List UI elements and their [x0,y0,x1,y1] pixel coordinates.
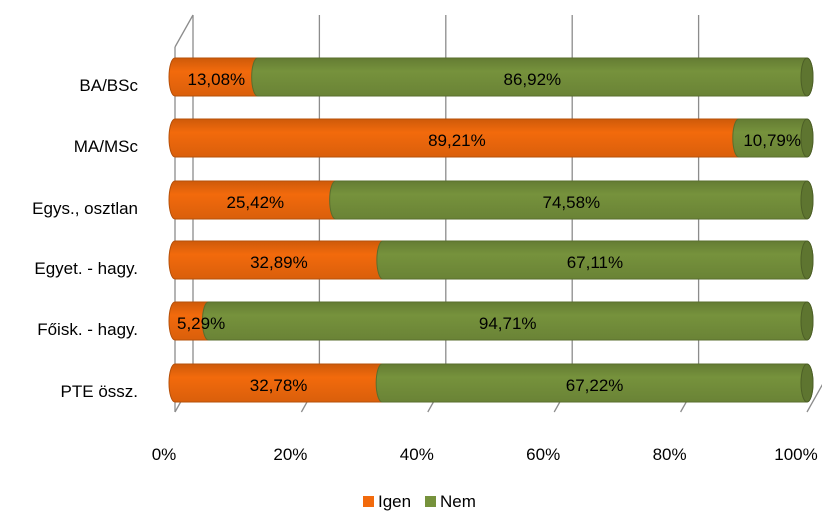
legend: Igen Nem [363,492,476,511]
bar-end-cap [800,240,814,280]
bar-end-cap [800,57,814,97]
x-tick-label: 0% [152,445,177,464]
data-label: 94,71% [479,314,537,333]
data-label: 32,78% [250,376,308,395]
side-wall-edge [174,14,194,48]
bar-end-cap [800,180,814,220]
x-axis-ticks: 0% 20% 40% 60% 80% 100% [152,445,818,464]
data-label: 25,42% [226,193,284,212]
gridline-floor [806,384,822,413]
category-label: PTE össz. [61,382,138,401]
x-tick-label: 80% [653,445,687,464]
x-tick-label: 40% [400,445,434,464]
data-label: 32,89% [250,253,308,272]
legend-label: Nem [440,492,476,511]
data-label: 67,11% [567,253,623,272]
bar-end-cap [800,363,814,403]
category-label: Egyet. - hagy. [34,259,138,278]
data-label: 13,08% [187,70,245,89]
data-label: 10,79% [743,131,801,150]
x-tick-label: 100% [774,445,817,464]
x-tick-label: 60% [526,445,560,464]
data-label: 89,21% [428,131,486,150]
category-label: Egys., osztlan [32,199,138,218]
data-label: 86,92% [503,70,561,89]
category-labels: BA/BSc MA/MSc Egys., osztlan Egyet. - hagy.… [32,76,138,401]
data-label: 5,29% [177,314,225,333]
legend-swatch-nem [425,496,436,507]
category-label: MA/MSc [74,137,139,156]
legend-label: Igen [378,492,411,511]
bar-end-cap [800,118,814,158]
legend-swatch-igen [363,496,374,507]
category-label: BA/BSc [79,76,138,95]
data-label: 74,58% [542,193,600,212]
category-label: Főisk. - hagy. [37,320,138,339]
x-tick-label: 20% [273,445,307,464]
bar-end-cap [800,301,814,341]
data-label: 67,22% [566,376,624,395]
bars-layer: 13,08% 86,92% 89,21% 10,79% 25,42% 74,58% 32,8… [168,57,814,403]
